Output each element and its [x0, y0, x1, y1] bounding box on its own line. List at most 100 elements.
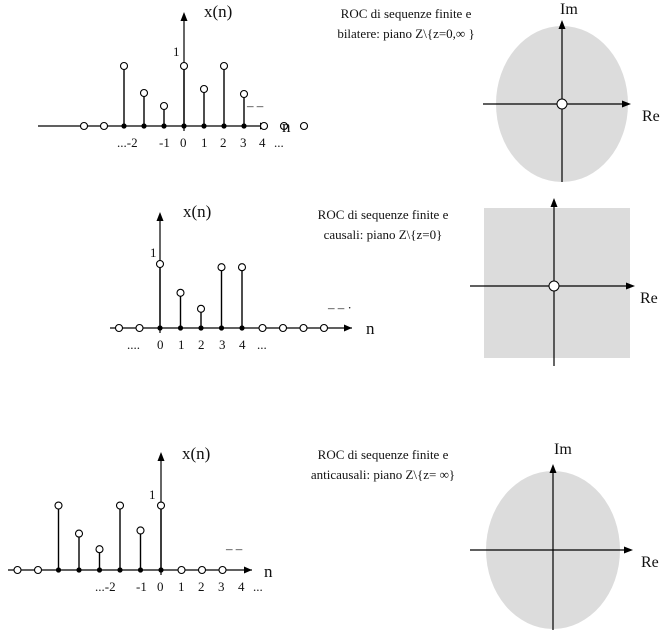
tick-label: ...-2 — [117, 135, 138, 150]
seq-label: x(n) — [183, 202, 211, 221]
xn-axis-arrow — [180, 12, 188, 21]
roc-caption-line2: causali: piano Z\{z=0} — [324, 227, 443, 242]
im-axis-arrow — [558, 20, 566, 29]
zero-sample-marker — [135, 323, 144, 333]
panel-bilatere: x(n) n 1 – – ...-2 -1 0 1 2 3 4 ... ROC … — [38, 1, 660, 182]
sample-marker — [179, 61, 189, 71]
ellipsis-dashes: – – — [246, 98, 264, 113]
n-axis-label: n — [366, 319, 375, 338]
roc-caption-line2: anticausali: piano Z\{z= ∞} — [311, 467, 455, 482]
sample-marker — [196, 304, 206, 313]
tick-label: 1 — [178, 337, 185, 352]
stem-base-dot — [221, 123, 227, 129]
roc-caption-line1: ROC di sequenze finite e — [341, 6, 472, 21]
re-axis-arrow — [626, 282, 635, 290]
re-label: Re — [640, 290, 658, 307]
zero-sample-marker — [299, 121, 309, 131]
xn-axis-arrow — [156, 212, 164, 221]
stem-base-dot — [218, 325, 225, 331]
tick-label: 4 — [238, 579, 245, 594]
sample-marker — [217, 263, 226, 272]
zero-sample-marker — [299, 323, 308, 333]
ellipsis-dashes: – – — [225, 541, 243, 556]
stem-base-dot — [121, 123, 127, 129]
stems-bilatere — [79, 61, 309, 131]
zero-sample-marker — [279, 121, 289, 131]
n-axis-arrow — [244, 566, 252, 574]
sample-marker — [199, 84, 209, 94]
tick-label: ... — [257, 337, 267, 352]
ellipsis-dashes: – – · — [327, 300, 352, 315]
sample-marker — [159, 101, 169, 111]
roc-caption-line1: ROC di sequenze finite e — [318, 447, 449, 462]
re-label: Re — [641, 554, 659, 571]
zero-sample-marker — [177, 565, 186, 575]
tick-label: 3 — [219, 337, 226, 352]
origin-excluded-marker — [548, 280, 560, 292]
stem-base-dot — [241, 123, 247, 129]
stem-base-dot — [239, 325, 245, 331]
stem-base-dot — [141, 123, 147, 129]
sample-marker — [95, 545, 104, 554]
n-axis-label: n — [264, 562, 273, 581]
panel-anticausali: x(n) n 1 – – ...-2 -1 0 1 2 3 4 ... ROC … — [8, 441, 659, 630]
roc-caption-line2: bilatere: piano Z\{z=0,∞ } — [337, 26, 474, 41]
sample-marker — [237, 263, 247, 272]
sample-marker — [119, 61, 129, 71]
stem-base-dot — [55, 567, 62, 573]
tick-label: 1 — [178, 579, 185, 594]
roc-caption-line1: ROC di sequenze finite e — [318, 207, 449, 222]
sample-marker — [239, 89, 249, 99]
sequence-plot-anticausali: x(n) n 1 – – ...-2 -1 0 1 2 3 4 ... — [8, 444, 273, 594]
zero-sample-marker — [33, 565, 43, 575]
stem-base-dot — [198, 325, 204, 331]
re-axis-arrow — [624, 546, 633, 554]
im-label: Im — [560, 1, 578, 18]
xn-axis-arrow — [157, 452, 165, 461]
zero-sample-marker — [99, 121, 109, 131]
unit-label: 1 — [150, 245, 157, 260]
sample-marker — [54, 501, 63, 510]
n-axis-label: n — [282, 117, 291, 136]
tick-label: 4 — [239, 337, 246, 352]
stem-base-dot — [161, 123, 167, 129]
sequence-plot-causali: x(n) n 1 – – · .... 0 1 2 3 4 ... — [110, 202, 375, 352]
zero-sample-marker — [197, 565, 207, 575]
sequence-plot-bilatere: x(n) n 1 – – ...-2 -1 0 1 2 3 4 ... — [38, 2, 309, 150]
zero-sample-marker — [278, 323, 288, 333]
origin-excluded-marker — [556, 98, 568, 110]
stem-base-dot — [181, 123, 187, 129]
tick-label: 4 — [259, 135, 266, 150]
stem-base-dot — [137, 567, 144, 573]
tick-label: 0 — [157, 579, 164, 594]
tick-label: 3 — [218, 579, 225, 594]
z-plane-causali: Re — [470, 198, 658, 366]
tick-label: 0 — [157, 337, 164, 352]
stems-causali — [114, 259, 329, 333]
im-axis-arrow — [549, 464, 557, 473]
zero-sample-marker — [114, 323, 124, 333]
im-axis-arrow — [550, 198, 558, 207]
stem-base-dot — [117, 567, 123, 573]
tick-label: 2 — [198, 579, 205, 594]
stem-base-dot — [157, 325, 163, 331]
tick-label: ... — [274, 135, 284, 150]
n-axis-arrow — [344, 324, 352, 332]
zero-sample-marker — [79, 121, 89, 131]
z-plane-anticausali: Re Im — [470, 441, 659, 630]
sample-marker — [155, 259, 165, 269]
sample-marker — [115, 501, 125, 510]
stem-base-dot — [177, 325, 184, 331]
tick-label: 3 — [240, 135, 247, 150]
sample-marker — [139, 88, 149, 98]
tick-label: 2 — [220, 135, 227, 150]
im-label: Im — [554, 441, 572, 458]
zero-sample-marker — [259, 121, 269, 131]
tick-label: 2 — [198, 337, 205, 352]
sample-marker — [176, 288, 185, 297]
panel-causali: x(n) n 1 – – · .... 0 1 2 3 4 ... ROC di… — [110, 198, 658, 366]
tick-label: -1 — [159, 135, 170, 150]
tick-label: 0 — [180, 135, 187, 150]
sample-marker — [219, 61, 229, 71]
